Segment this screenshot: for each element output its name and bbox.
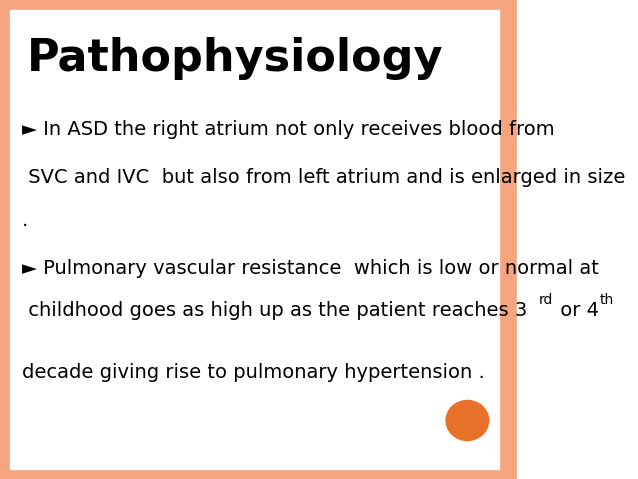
Text: .: . <box>22 211 28 230</box>
Text: ► Pulmonary vascular resistance  which is low or normal at: ► Pulmonary vascular resistance which is… <box>22 259 598 277</box>
Text: ► In ASD the right atrium not only receives blood from: ► In ASD the right atrium not only recei… <box>22 121 554 139</box>
Text: SVC and IVC  but also from left atrium and is enlarged in size: SVC and IVC but also from left atrium an… <box>22 168 625 187</box>
Text: Pathophysiology: Pathophysiology <box>27 37 443 80</box>
Text: or 4: or 4 <box>554 301 599 319</box>
Text: th: th <box>600 293 614 307</box>
Text: childhood goes as high up as the patient reaches 3: childhood goes as high up as the patient… <box>22 301 527 319</box>
Text: decade giving rise to pulmonary hypertension .: decade giving rise to pulmonary hyperten… <box>22 364 484 382</box>
Text: rd: rd <box>539 293 554 307</box>
Circle shape <box>446 400 489 441</box>
